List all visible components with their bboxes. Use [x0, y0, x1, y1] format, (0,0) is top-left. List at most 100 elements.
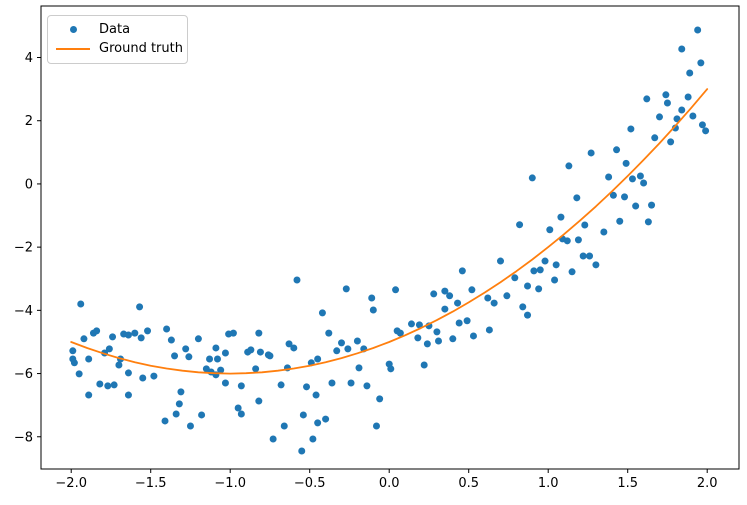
scatter-point [430, 290, 438, 298]
scatter-point [372, 422, 380, 430]
scatter-point [396, 329, 404, 337]
scatter-point [325, 329, 333, 337]
scatter-point [616, 217, 624, 225]
scatter-point [182, 345, 190, 353]
scatter-point [217, 366, 225, 374]
scatter-point [485, 326, 493, 334]
scatter-point [640, 179, 648, 187]
scatter-point [255, 397, 263, 405]
scatter-point [298, 447, 306, 455]
scatter-point [185, 353, 193, 361]
scatter-point [581, 221, 589, 229]
scatter-point [104, 382, 112, 390]
scatter-point [469, 332, 477, 340]
x-tick-label: 1.5 [617, 476, 638, 491]
scatter-point [70, 359, 78, 367]
scatter-point [312, 391, 320, 399]
scatter-point [280, 422, 288, 430]
scatter-point [503, 292, 511, 300]
scatter-point [600, 228, 608, 236]
scatter-point [490, 299, 498, 307]
scatter-point [621, 193, 629, 201]
scatter-point [93, 327, 101, 335]
scatter-point [194, 335, 202, 343]
scatter-point [622, 159, 630, 167]
scatter-point [221, 379, 229, 387]
x-tick-label: 0.5 [458, 476, 479, 491]
scatter-point [80, 335, 88, 343]
scatter-point [698, 121, 706, 129]
x-tick-label: 1.0 [538, 476, 559, 491]
scatter-point [172, 410, 180, 418]
scatter-point [592, 261, 600, 269]
scatter-point [455, 319, 463, 327]
scatter-point [524, 282, 532, 290]
scatter-point [175, 400, 183, 408]
scatter-point [109, 333, 117, 341]
ground-truth-line-icon [56, 47, 90, 50]
scatter-point [368, 294, 376, 302]
scatter-point [333, 347, 341, 355]
scatter-point [552, 261, 560, 269]
scatter-point [458, 267, 466, 275]
scatter-point [318, 309, 326, 317]
scatter-point [234, 404, 242, 412]
y-tick-label: −6 [14, 367, 33, 382]
scatter-point [124, 391, 132, 399]
scatter-point [77, 300, 85, 308]
scatter-point [213, 355, 221, 363]
x-tick-label: −1.5 [135, 476, 167, 491]
scatter-point [628, 175, 636, 183]
scatter-point [536, 266, 544, 274]
scatter-point [290, 344, 298, 352]
scatter-point [667, 138, 675, 146]
scatter-point [285, 340, 293, 348]
scatter-point [137, 334, 145, 342]
scatter-point [636, 172, 644, 180]
scatter-point [673, 115, 681, 123]
data-dot-icon [69, 26, 77, 33]
scatter-point [644, 218, 652, 226]
scatter-point [689, 112, 697, 120]
x-tick-label: −2.0 [55, 476, 87, 491]
scatter-point [678, 45, 686, 53]
scatter-point [167, 336, 175, 344]
legend-item-data: Data [56, 20, 179, 39]
x-tick-label: −1.0 [214, 476, 246, 491]
scatter-point [314, 419, 322, 427]
scatter-point [115, 361, 123, 369]
y-tick-label: 2 [25, 114, 33, 129]
scatter-point [586, 252, 594, 260]
scatter-point [237, 382, 245, 390]
scatter-point [299, 411, 307, 419]
scatter-point [353, 337, 361, 345]
ground-truth-curve [70, 88, 709, 375]
scatter-point [573, 194, 581, 202]
scatter-point [551, 276, 559, 284]
scatter-point [519, 303, 527, 311]
scatter-point [434, 337, 442, 345]
scatter-point [414, 334, 422, 342]
scatter-point [96, 380, 104, 388]
scatter-point [338, 339, 346, 347]
x-tick-label: 2.0 [697, 476, 718, 491]
scatter-point [579, 252, 587, 260]
scatter-point [697, 59, 705, 67]
scatter-point [237, 410, 245, 418]
scatter-point [627, 125, 635, 133]
scatter-point [266, 352, 274, 360]
scatter-point [449, 335, 457, 343]
scatter-point [105, 345, 113, 353]
scatter-point [511, 274, 519, 282]
scatter-point [686, 69, 694, 77]
scatter-point [407, 320, 415, 328]
scatter-point [528, 174, 536, 182]
scatter-point [206, 355, 214, 363]
scatter-point [446, 292, 454, 300]
scatter-point [468, 286, 476, 294]
scatter-point [565, 162, 573, 170]
y-tick-label: 4 [25, 51, 33, 66]
scatter-point [420, 361, 428, 369]
scatter-point [643, 95, 651, 103]
